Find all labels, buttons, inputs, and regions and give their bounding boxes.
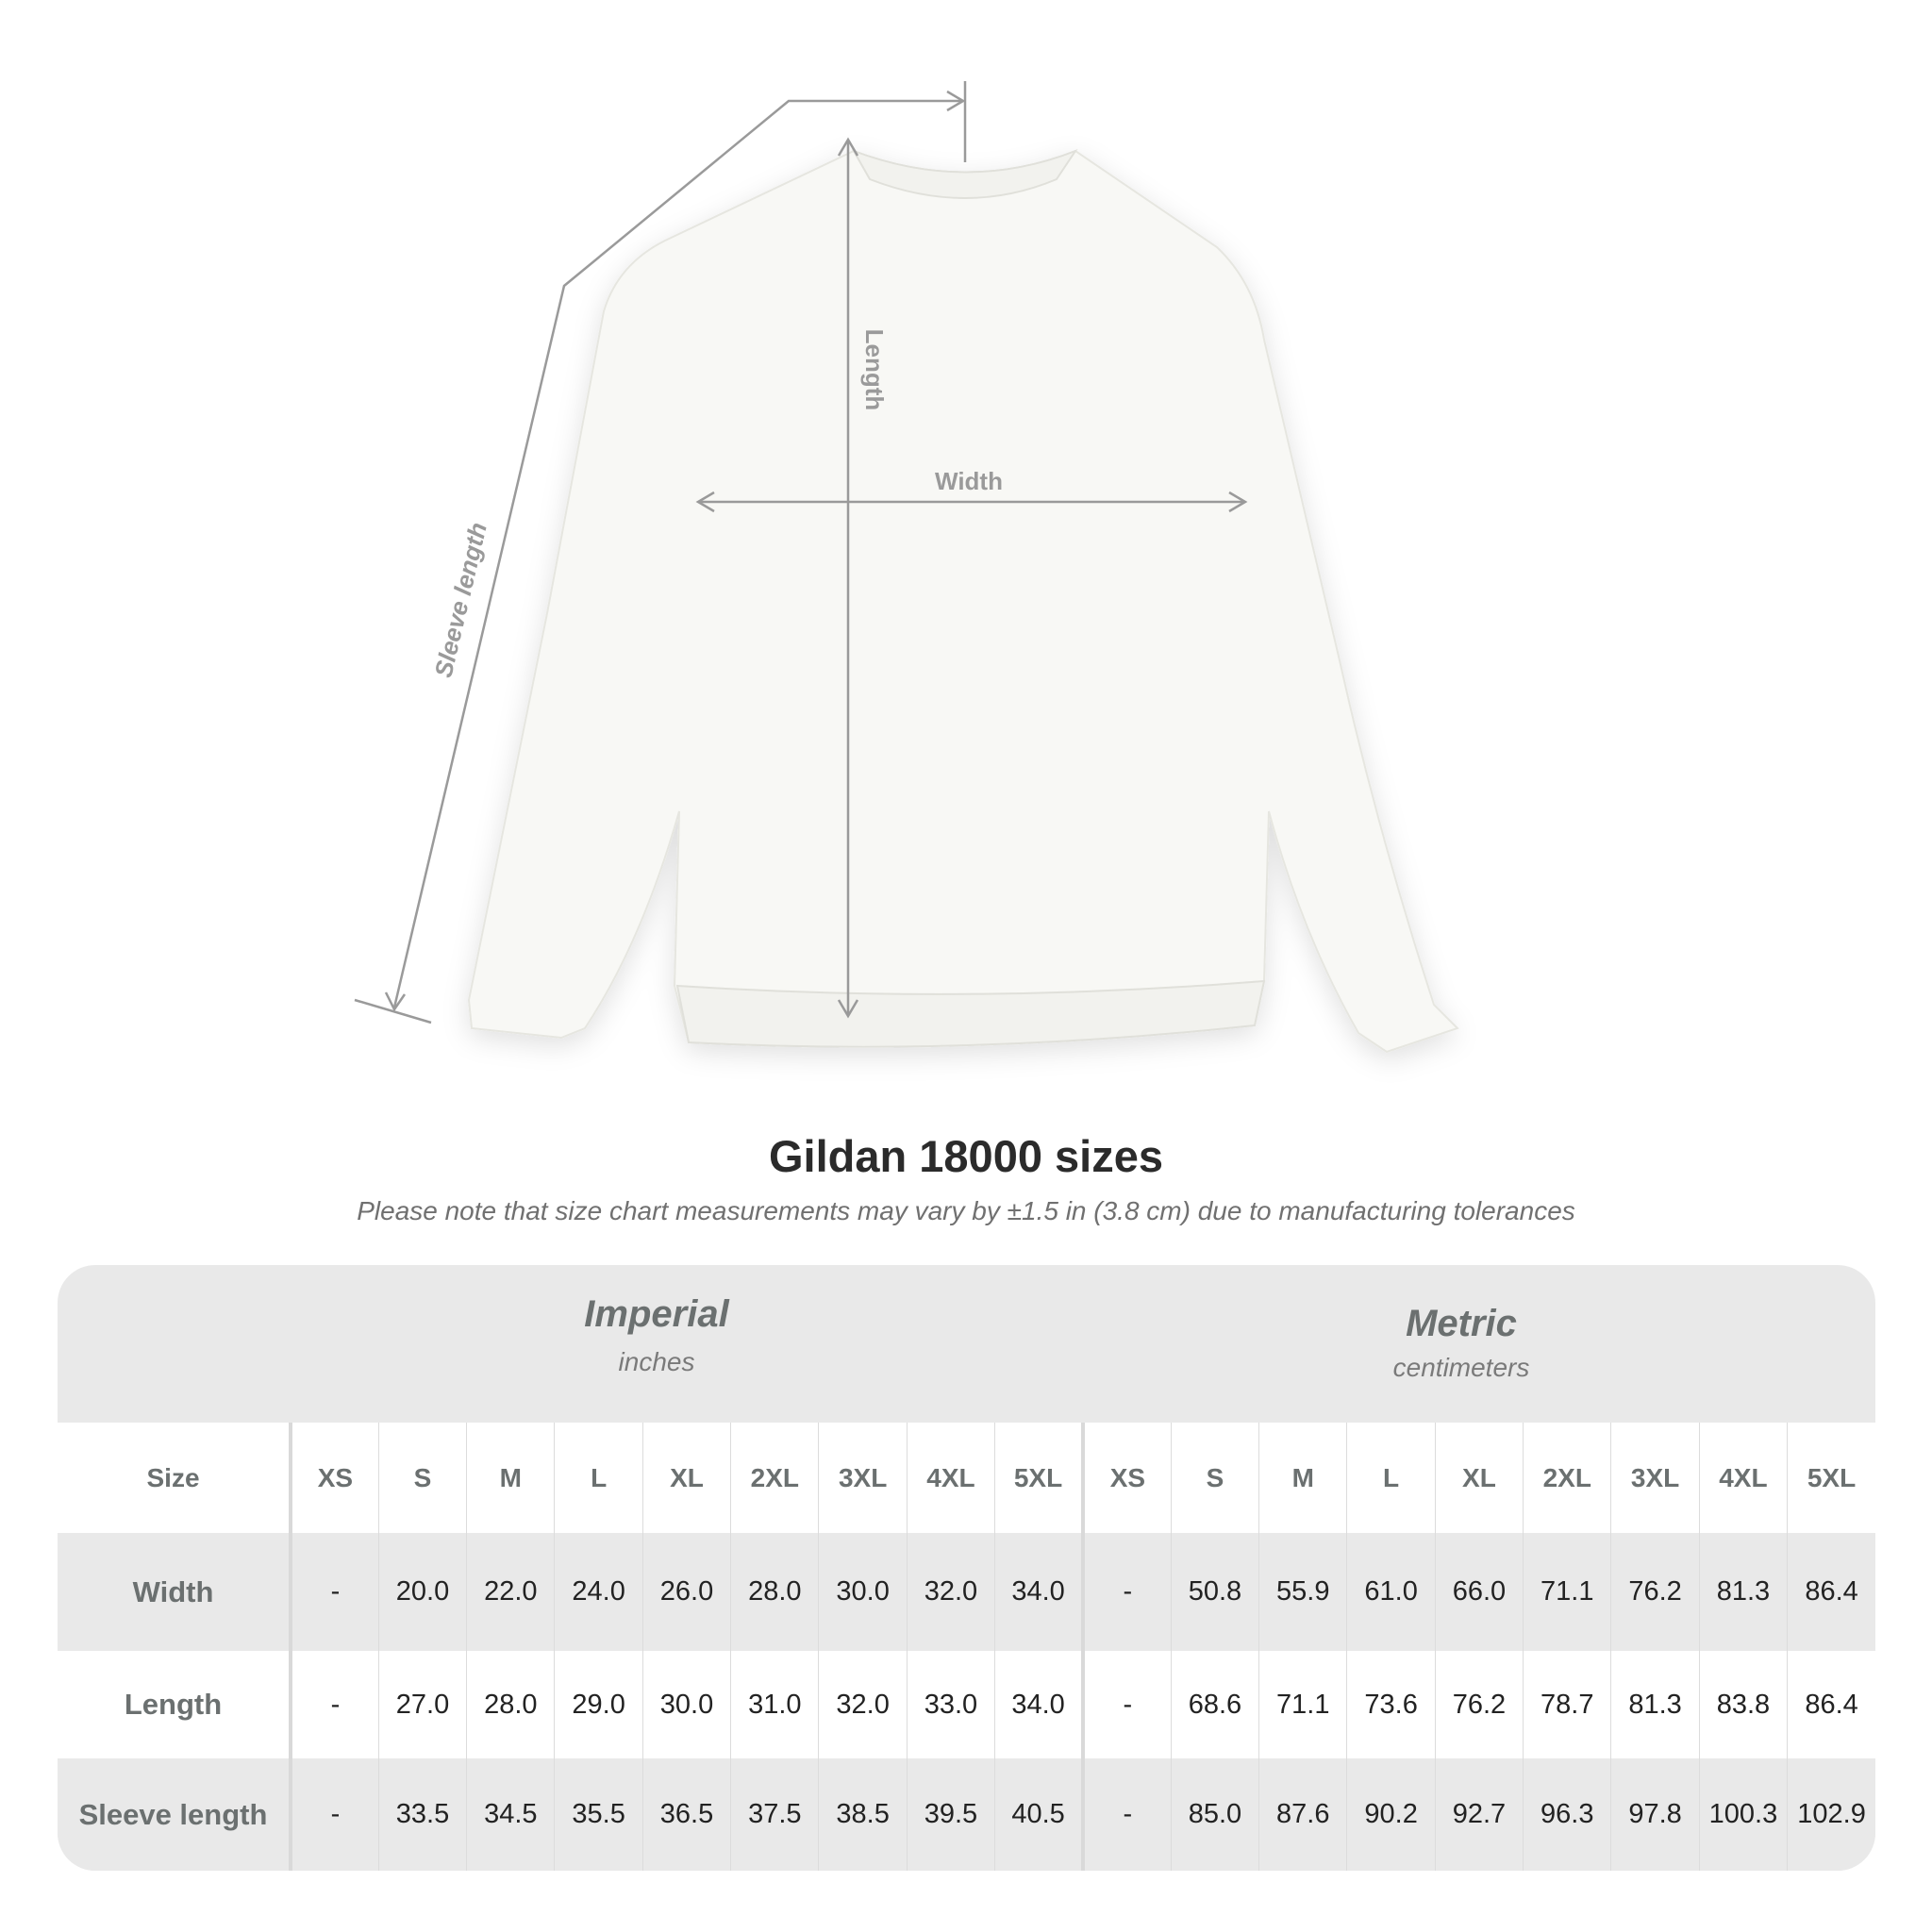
size-label: Size [58,1423,291,1533]
size-header-metric: 4XL [1698,1423,1788,1533]
imperial-cell: 39.5 [906,1758,995,1871]
metric-cell: 76.2 [1434,1651,1524,1758]
metric-cell: 61.0 [1346,1533,1436,1651]
imperial-cell: 22.0 [466,1533,555,1651]
sweatshirt-image [467,148,1459,1054]
imperial-cell: 32.0 [818,1651,908,1758]
imperial-cell: 26.0 [641,1533,731,1651]
imperial-cell: 37.5 [730,1758,819,1871]
imperial-cell: 36.5 [641,1758,731,1871]
metric-header: Metric centimeters [1131,1303,1791,1383]
metric-cell: 83.8 [1698,1651,1788,1758]
row-label: Sleeve length [58,1758,291,1871]
size-header-imperial: XL [641,1423,731,1533]
sweatshirt-diagram: Width Length Sleeve length [354,81,1459,1054]
metric-cell: 92.7 [1434,1758,1524,1871]
size-header-metric: XS [1080,1423,1172,1533]
metric-cell: - [1080,1758,1172,1871]
size-table: Imperial inches Metric centimeters Size X… [58,1265,1875,1871]
metric-cell: 90.2 [1346,1758,1436,1871]
imperial-cell: 30.0 [641,1651,731,1758]
imperial-cell: 34.5 [466,1758,555,1871]
metric-cell: 86.4 [1787,1533,1875,1651]
imperial-cell: 40.5 [994,1758,1083,1871]
imperial-cell: 32.0 [906,1533,995,1651]
imperial-cell: 24.0 [554,1533,643,1651]
size-header-metric: 2XL [1523,1423,1611,1533]
row-label: Length [58,1651,291,1758]
row-label: Width [58,1533,291,1651]
imperial-cell: - [288,1651,379,1758]
size-header-metric: L [1346,1423,1436,1533]
page-title: Gildan 18000 sizes [768,1131,1164,1181]
size-header-metric: M [1258,1423,1347,1533]
metric-label: Metric [1406,1303,1517,1344]
table-row: Sleeve length -33.5 34.5 35.5 36.5 37.5 38.5 39… [58,1758,1875,1871]
metric-cell: 55.9 [1258,1533,1347,1651]
size-header-imperial: 4XL [906,1423,995,1533]
imperial-cell: 33.5 [377,1758,467,1871]
imperial-cell: 38.5 [818,1758,908,1871]
metric-cell: 87.6 [1258,1758,1347,1871]
metric-cell: 85.0 [1170,1758,1259,1871]
metric-cell: 96.3 [1523,1758,1611,1871]
metric-cell: 66.0 [1434,1533,1524,1651]
imperial-cell: - [288,1758,379,1871]
imperial-cell: 31.0 [730,1651,819,1758]
metric-cell: 81.3 [1698,1533,1788,1651]
size-header-imperial: 5XL [994,1423,1083,1533]
metric-cell: - [1080,1651,1172,1758]
metric-cell: 86.4 [1787,1651,1875,1758]
size-header-imperial: 3XL [818,1423,908,1533]
size-header-metric: 3XL [1610,1423,1700,1533]
imperial-cell: 34.0 [994,1533,1083,1651]
size-header-imperial: XS [288,1423,379,1533]
imperial-unit: inches [618,1347,695,1376]
width-label: Width [935,467,1003,495]
metric-cell: 100.3 [1698,1758,1788,1871]
metric-cell: 97.8 [1610,1758,1700,1871]
imperial-cell: 28.0 [466,1651,555,1758]
metric-cell: 78.7 [1523,1651,1611,1758]
size-grid: Size XS S M L XL 2XL 3XL 4XL 5XL XS S M L XL 2XL 3XL 4XL 5… [58,1423,1875,1871]
imperial-cell: 20.0 [377,1533,467,1651]
imperial-cell: 30.0 [818,1533,908,1651]
imperial-cell: 34.0 [994,1651,1083,1758]
imperial-cell: 29.0 [554,1651,643,1758]
metric-cell: 76.2 [1610,1533,1700,1651]
length-label: Length [860,329,889,411]
size-header-metric: XL [1434,1423,1524,1533]
imperial-cell: 33.0 [906,1651,995,1758]
metric-cell: 81.3 [1610,1651,1700,1758]
tolerance-note: Please note that size chart measurements… [357,1196,1575,1225]
metric-cell: 73.6 [1346,1651,1436,1758]
metric-cell: 50.8 [1170,1533,1259,1651]
metric-cell: 71.1 [1258,1651,1347,1758]
size-header-metric: S [1170,1423,1259,1533]
size-header-imperial: 2XL [730,1423,819,1533]
metric-unit: centimeters [1392,1353,1530,1382]
metric-cell: 71.1 [1523,1533,1611,1651]
size-header-imperial: S [377,1423,467,1533]
sleeve-length-label: Sleeve length [428,520,491,680]
imperial-cell: 27.0 [377,1651,467,1758]
table-row: Length -27.0 28.0 29.0 30.0 31.0 32.0 33.0 34.0-… [58,1651,1875,1758]
imperial-header: Imperial inches [326,1293,987,1377]
size-header-imperial: L [554,1423,643,1533]
size-header-imperial: M [466,1423,555,1533]
table-row: Width -20.0 22.0 24.0 26.0 28.0 30.0 32.0 34.0-5… [58,1533,1875,1651]
size-header-row: Size XS S M L XL 2XL 3XL 4XL 5XL XS S M L XL 2XL 3XL 4XL 5… [58,1423,1875,1533]
size-header-metric: 5XL [1787,1423,1875,1533]
sleeve-length-line [392,99,961,1008]
imperial-cell: - [288,1533,379,1651]
metric-cell: - [1080,1533,1172,1651]
imperial-label: Imperial [584,1293,729,1335]
metric-cell: 102.9 [1787,1758,1875,1871]
imperial-cell: 35.5 [554,1758,643,1871]
imperial-cell: 28.0 [730,1533,819,1651]
metric-cell: 68.6 [1170,1651,1259,1758]
